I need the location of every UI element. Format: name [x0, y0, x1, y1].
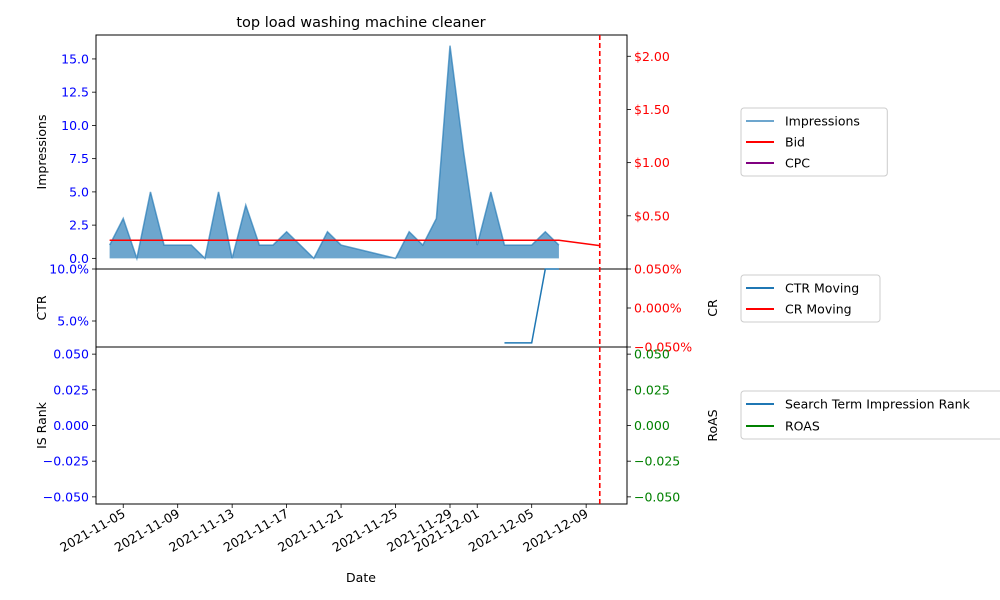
left-tick-label-impressions: 10.0: [61, 118, 89, 133]
chart-title: top load washing machine cleaner: [236, 15, 485, 31]
panel-frame-ctr: [96, 269, 627, 347]
right-tick-label-ctr: 0.050%: [634, 262, 682, 277]
legend-label-bid: Bid: [785, 135, 805, 150]
right-tick-label-isrank: 0.050: [634, 347, 670, 362]
right-tick-label-ctr: 0.000%: [634, 301, 682, 316]
area-impressions: [110, 46, 559, 259]
line-ctr-moving: [504, 269, 558, 343]
right-tick-label-isrank: −0.050: [634, 489, 680, 504]
legend-label-ctr-moving: CTR Moving: [785, 281, 859, 296]
right-tick-label-isrank: −0.025: [634, 454, 680, 469]
left-tick-label-isrank: 0.050: [53, 347, 89, 362]
legend-label-roas: ROAS: [785, 419, 820, 434]
right-tick-label-isrank: 0.025: [634, 382, 670, 397]
right-axis-label-isrank: RoAS: [705, 409, 720, 441]
left-tick-label-impressions: 12.5: [61, 85, 89, 100]
left-tick-label-impressions: 7.5: [69, 151, 89, 166]
left-axis-label-isrank: IS Rank: [34, 401, 49, 449]
left-tick-label-isrank: 0.025: [53, 382, 89, 397]
panel-frame-isrank: [96, 347, 627, 504]
left-tick-label-impressions: 5.0: [69, 184, 89, 199]
left-tick-label-isrank: −0.050: [43, 489, 89, 504]
right-tick-label-impressions: $1.50: [634, 102, 670, 117]
legend-label-search-term-impression-rank: Search Term Impression Rank: [785, 397, 971, 412]
left-tick-label-ctr: 5.0%: [57, 314, 89, 329]
right-tick-label-impressions: $1.00: [634, 155, 670, 170]
legend-label-cr-moving: CR Moving: [785, 302, 852, 317]
right-tick-label-isrank: 0.000: [634, 418, 670, 433]
left-tick-label-impressions: 15.0: [61, 51, 89, 66]
right-tick-label-impressions: $2.00: [634, 49, 670, 64]
left-tick-label-ctr: 10.0%: [49, 262, 89, 277]
left-tick-label-impressions: 2.5: [69, 218, 89, 233]
legend-label-impressions: Impressions: [785, 114, 860, 129]
left-tick-label-isrank: 0.000: [53, 418, 89, 433]
left-axis-label-ctr: CTR: [34, 295, 49, 320]
left-tick-label-isrank: −0.025: [43, 454, 89, 469]
chart-layer: 0.02.55.07.510.012.515.0$0.50$1.00$1.50$…: [34, 35, 1000, 555]
left-axis-label-impressions: Impressions: [34, 115, 49, 190]
legend-label-cpc: CPC: [785, 156, 810, 171]
x-axis-label: Date: [346, 570, 376, 585]
right-tick-label-impressions: $0.50: [634, 208, 670, 223]
right-axis-label-ctr: CR: [705, 299, 720, 317]
